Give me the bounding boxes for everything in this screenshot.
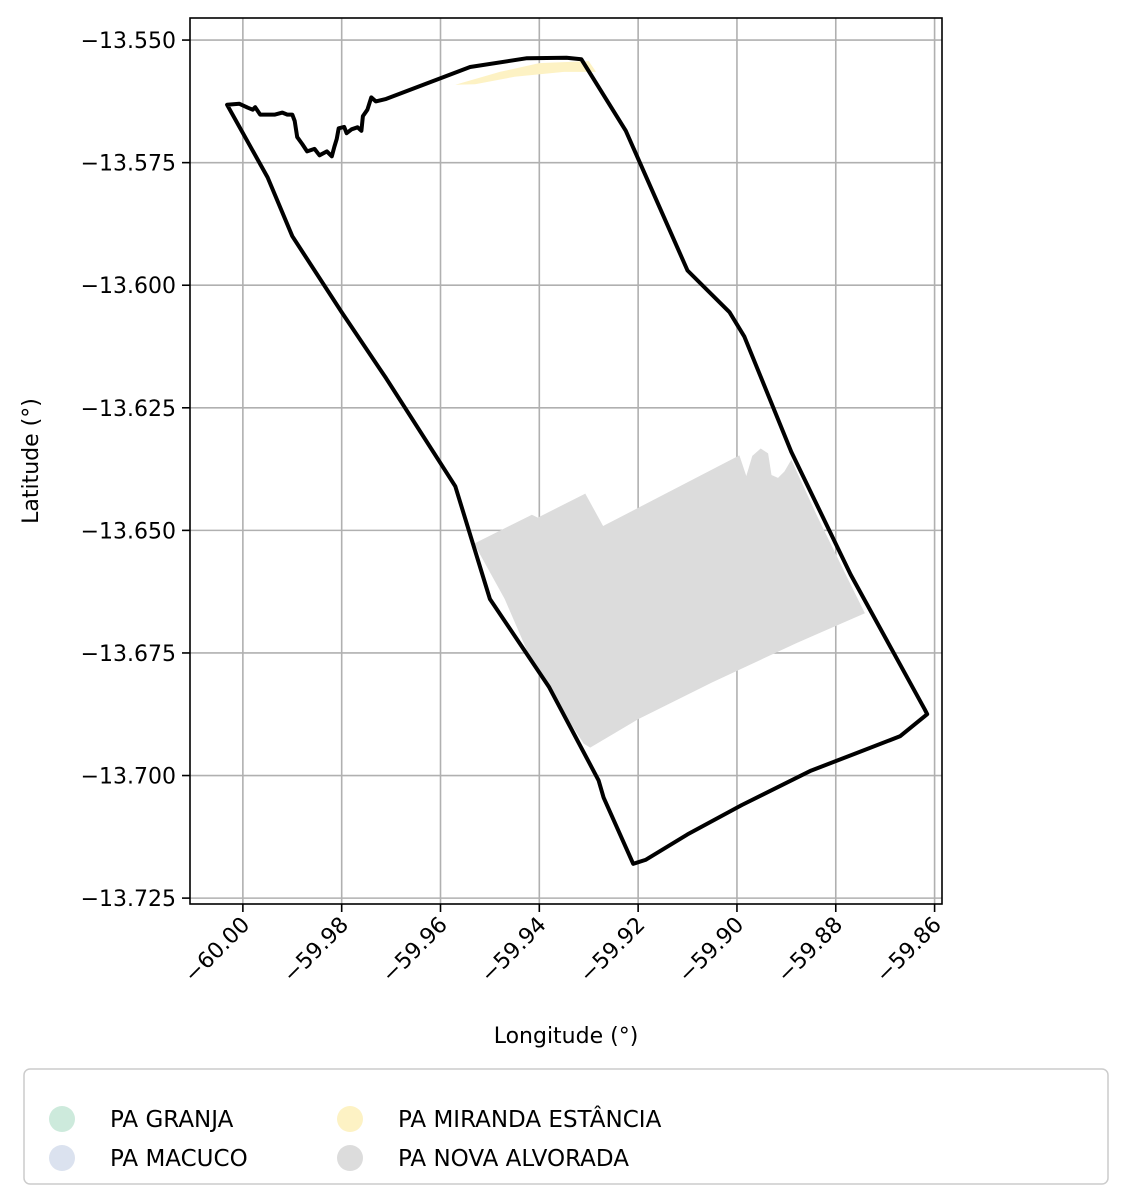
legend-item: PA NOVA ALVORADA — [337, 1145, 629, 1172]
x-tick-label: −59.92 — [575, 913, 650, 988]
x-tick-label: −59.96 — [377, 913, 452, 988]
legend-marker — [337, 1145, 363, 1171]
y-axis-ticks: −13.550 −13.575 −13.600 −13.625 −13.650 −13.6… — [81, 29, 190, 912]
area-pa-miranda-est-ncia — [455, 61, 597, 85]
legend-marker — [49, 1145, 75, 1171]
y-tick-label: −13.700 — [81, 765, 176, 790]
legend-marker — [337, 1106, 363, 1132]
legend-marker — [49, 1106, 75, 1132]
y-tick-label: −13.600 — [81, 274, 176, 299]
x-tick-label: −59.98 — [279, 913, 354, 988]
legend: PA GRANJA PA MACUCO PA MIRANDA ESTÂNCIA PA … — [23, 1068, 1109, 1185]
y-tick-label: −13.725 — [81, 887, 176, 912]
legend-label: PA GRANJA — [110, 1107, 234, 1133]
area-pa-nova-alvorada — [474, 448, 865, 748]
legend-frame — [23, 1068, 1109, 1185]
legend-item: PA MACUCO — [49, 1145, 248, 1172]
y-tick-label: −13.625 — [81, 397, 176, 422]
boundary-outline — [225, 55, 930, 866]
legend-item: PA MIRANDA ESTÂNCIA — [337, 1105, 662, 1133]
x-tick-label: −59.94 — [476, 913, 551, 988]
y-axis-title: Latitude (°) — [19, 398, 44, 524]
y-tick-label: −13.550 — [81, 29, 176, 54]
x-axis-title: Longitude (°) — [494, 1024, 639, 1049]
x-tick-label: −59.90 — [674, 913, 749, 988]
legend-label: PA MIRANDA ESTÂNCIA — [398, 1105, 662, 1133]
x-axis-ticks: −60.00 −59.98 −59.96 −59.94 −59.92 −59.90 −59.… — [180, 904, 947, 988]
plot-frame — [189, 17, 943, 905]
y-tick-label: −13.575 — [81, 152, 176, 177]
polygon-layer — [225, 55, 930, 866]
legend-label: PA MACUCO — [110, 1146, 248, 1172]
legend-items: PA GRANJA PA MACUCO PA MIRANDA ESTÂNCIA PA … — [49, 1105, 662, 1172]
y-tick-label: −13.675 — [81, 642, 176, 667]
plot-area: −60.00 −59.98 −59.96 −59.94 −59.92 −59.90 −59.… — [81, 17, 947, 988]
y-tick-label: −13.650 — [81, 519, 176, 544]
legend-item: PA GRANJA — [49, 1106, 234, 1133]
x-tick-label: −60.00 — [180, 913, 255, 988]
x-tick-label: −59.86 — [872, 913, 947, 988]
x-tick-label: −59.88 — [773, 913, 848, 988]
plot-background — [190, 18, 942, 904]
legend-label: PA NOVA ALVORADA — [398, 1146, 629, 1172]
